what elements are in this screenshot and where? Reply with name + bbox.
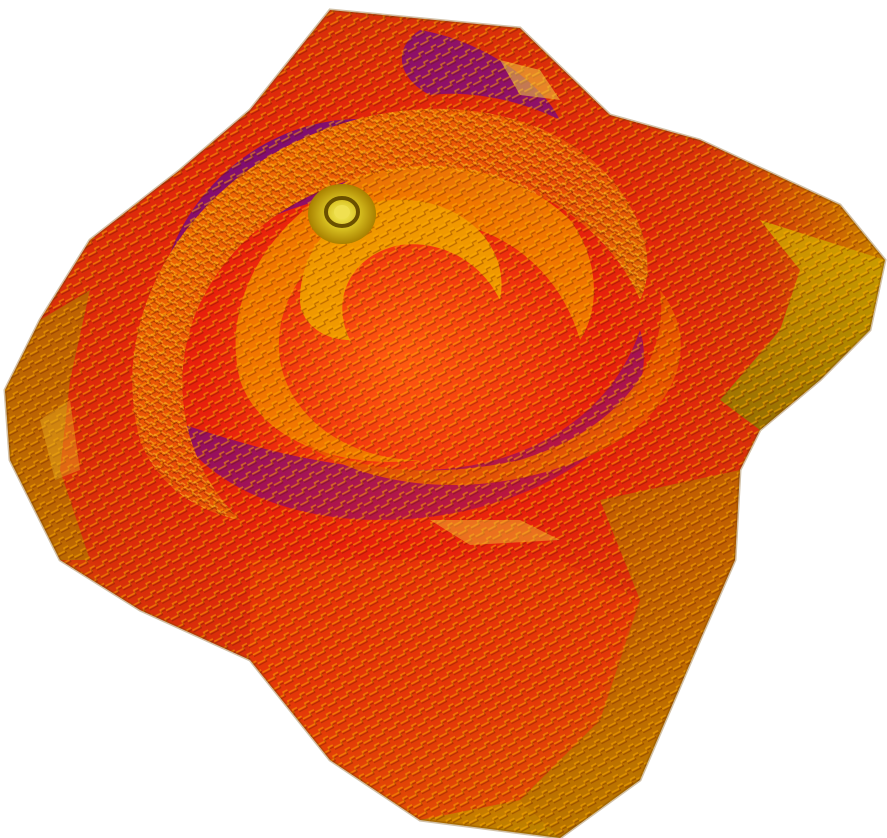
body-edge-shade [3, 8, 887, 838]
voxel-step-texture-arms [132, 108, 648, 520]
highlight-glint-1 [500, 60, 560, 100]
highlight-glint-2 [430, 520, 560, 545]
spiral-core [308, 184, 376, 244]
highlight-glint-3 [40, 400, 80, 480]
